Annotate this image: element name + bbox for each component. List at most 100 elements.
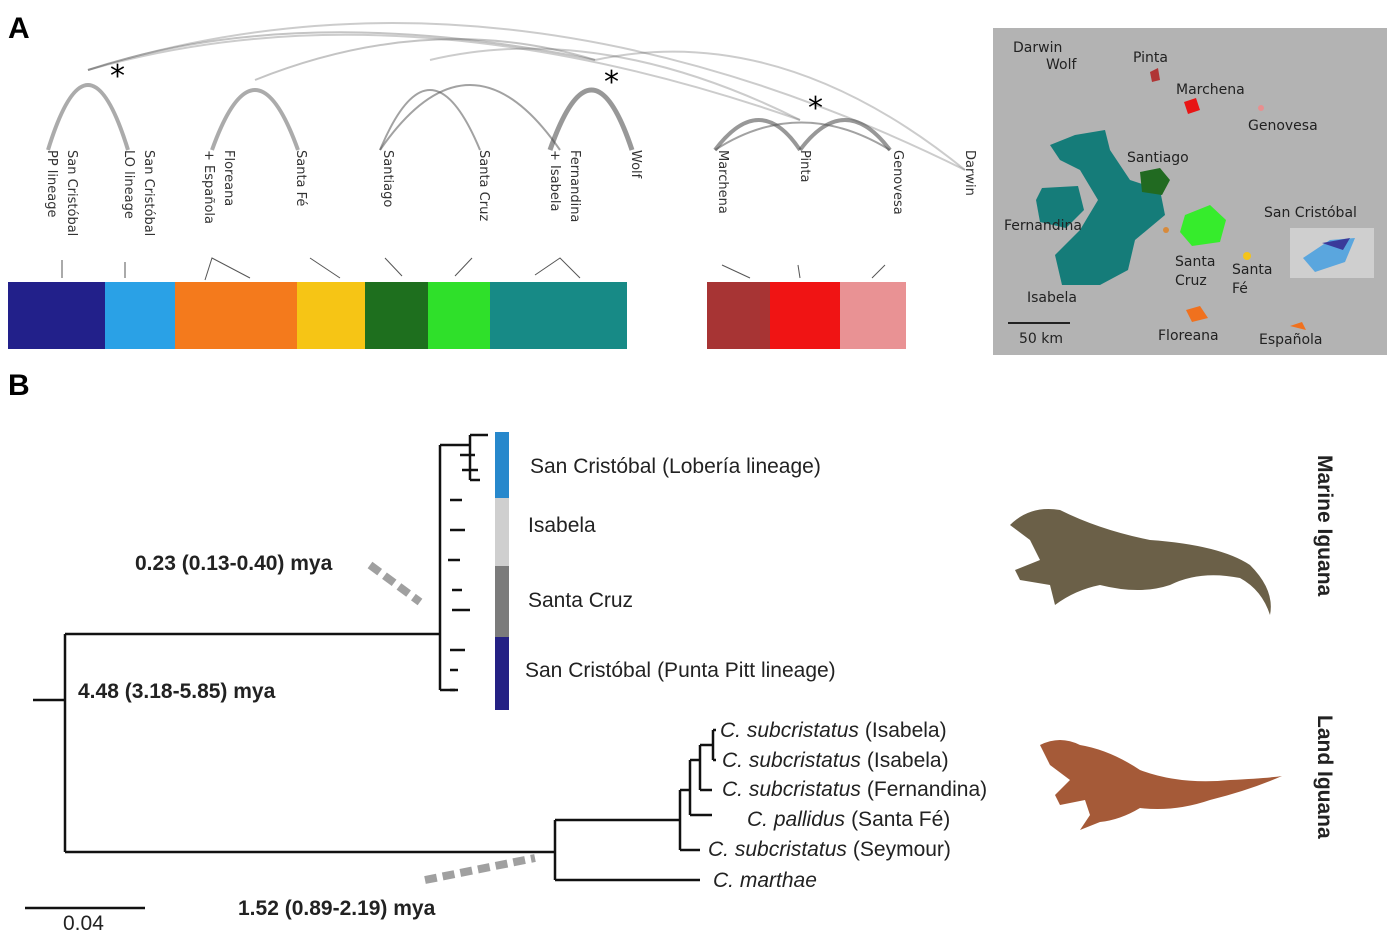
- phylogeny-part: [440, 435, 488, 690]
- network-label: Santa Fé: [293, 150, 308, 206]
- structure-plot-part: [297, 282, 365, 349]
- structure-plot-part: [385, 258, 402, 276]
- taxon-species: C. subcristatus: [708, 838, 847, 861]
- figure-part: San Cristóbal (Lobería lineage) Isabela San…: [63, 455, 1336, 935]
- map-label: Santiago: [1127, 150, 1189, 166]
- scale-label: 50 km: [1019, 331, 1063, 347]
- network-arcs-part: [380, 85, 560, 150]
- network-arcs-part: [255, 39, 595, 80]
- network-label: Pinta: [797, 150, 812, 182]
- age-connector-part: [370, 565, 420, 602]
- network-label: Genovesa: [890, 150, 905, 215]
- taxon-locality: (Santa Fé): [851, 808, 950, 831]
- network-label: LO lineage: [121, 150, 136, 219]
- figure-part: San Cristóbal PP lineage San Cristóbal LO l…: [44, 150, 977, 236]
- panel-label: B: [8, 369, 30, 402]
- network-arcs: [48, 23, 965, 170]
- structure-plot-part: [490, 282, 627, 349]
- taxon-label: C. pallidus(Santa Fé): [747, 808, 950, 831]
- group-label: Land Iguana: [1313, 715, 1336, 839]
- land-iguana-image: [1040, 740, 1282, 830]
- structure-plot-part: [535, 258, 580, 278]
- network-label: Wolf: [628, 150, 643, 179]
- scale-label: 0.04: [63, 912, 104, 935]
- structure-plot-part: [310, 258, 340, 278]
- clade-bar-part: [495, 498, 509, 566]
- map-label: Española: [1259, 332, 1323, 348]
- network-arcs-part: [550, 90, 632, 150]
- network-label: Marchena: [715, 150, 730, 214]
- taxon-locality: (Seymour): [853, 838, 951, 861]
- taxon-species: C. subcristatus: [722, 778, 861, 801]
- group-label: Marine Iguana: [1313, 455, 1336, 597]
- phylogeny-part: [448, 455, 478, 690]
- structure-plot-part: [770, 282, 840, 349]
- clade-label-part: Isabela: [528, 514, 596, 537]
- taxon-label: C. subcristatus (Fernandina): [722, 778, 987, 801]
- clade-label: San Cristóbal (Punta Pitt lineage): [525, 659, 836, 682]
- taxon-locality: (Isabela): [865, 719, 947, 742]
- network-arcs-part: [212, 90, 298, 150]
- network-arcs-part: [88, 35, 800, 120]
- structure-plot-part: [428, 282, 490, 349]
- age-connector-part: [425, 858, 535, 880]
- age-connector: [370, 565, 535, 880]
- taxon-locality: (Isabela): [867, 749, 949, 772]
- taxon-locality: (Fernandina): [867, 778, 987, 801]
- structure-plot-part: [205, 258, 250, 280]
- network-arcs-part: [48, 85, 128, 150]
- node-age: 1.52 (0.89-2.19) mya: [238, 897, 436, 920]
- structure-plot-part: [840, 282, 906, 349]
- network-label: Floreana: [221, 150, 236, 206]
- asterisk: *: [110, 59, 125, 94]
- map-label: Wolf: [1046, 57, 1077, 73]
- taxon-species: C. subcristatus: [720, 719, 859, 742]
- clade-label: Isabela: [528, 514, 596, 537]
- network-label: PP lineage: [44, 150, 59, 218]
- clade-label-part: San Cristóbal: [530, 455, 656, 478]
- map-label: Darwin: [1013, 40, 1062, 56]
- phylogeny-part: [33, 634, 555, 852]
- marine-iguana-image: [1010, 509, 1271, 615]
- map-part: [1243, 252, 1251, 260]
- map-label: Pinta: [1133, 50, 1168, 66]
- map-part: [1258, 105, 1264, 111]
- network-label: Santiago: [380, 150, 395, 207]
- network-label: San Cristóbal: [141, 150, 156, 236]
- clade-label-part: Santa Cruz: [528, 589, 633, 612]
- map-part: [1163, 227, 1169, 233]
- network-label: Darwin: [962, 150, 977, 196]
- taxon-species: C. pallidus: [747, 808, 846, 831]
- network-label: + Isabela: [547, 150, 562, 211]
- structure-plot-part: [8, 282, 105, 349]
- clade-label-part: (Punta Pitt lineage): [657, 659, 836, 682]
- clade-bar: [495, 432, 509, 710]
- map-label: Cruz: [1175, 273, 1207, 289]
- structure-plot-part: [798, 265, 800, 278]
- network-label: Fernandina: [567, 150, 582, 222]
- clade-label: Santa Cruz: [528, 589, 633, 612]
- taxon-species: C. marthae: [713, 869, 817, 892]
- clade-label-part: San Cristóbal: [525, 659, 651, 682]
- structure-plot-part: [722, 265, 750, 278]
- clade-label: San Cristóbal (Lobería lineage): [530, 455, 821, 478]
- structure-plot-part: [175, 282, 297, 349]
- figure: A B * * * San CristóbalPP lineageSan Cri…: [0, 0, 1389, 935]
- network-label: San Cristóbal: [64, 150, 79, 236]
- map-label: Santa: [1232, 262, 1272, 278]
- structure-plot-part: [455, 258, 472, 276]
- map-label: San Cristóbal: [1264, 205, 1357, 221]
- marine-iguana-image-part: [1010, 509, 1271, 615]
- taxon-label: C. subcristatus (Isabela): [722, 749, 949, 772]
- map-label: Fé: [1232, 281, 1248, 297]
- phylogeny-part: [555, 730, 716, 880]
- structure-plot-part: [707, 282, 770, 349]
- map-label: Santa: [1175, 254, 1215, 270]
- network-arcs-part: [715, 120, 800, 150]
- node-age: 4.48 (3.18-5.85) mya: [78, 680, 276, 703]
- clade-label-part: (Lobería lineage): [662, 455, 821, 478]
- structure-plot: [8, 258, 906, 349]
- taxon-species: C. subcristatus: [722, 749, 861, 772]
- taxon-label: C. marthae: [713, 869, 817, 892]
- clade-bar-part: [495, 432, 509, 498]
